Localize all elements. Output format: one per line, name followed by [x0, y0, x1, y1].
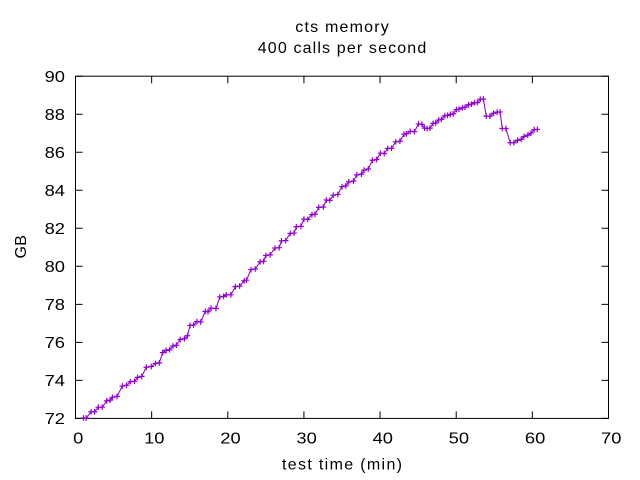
svg-text:0: 0	[73, 431, 83, 448]
svg-text:50: 50	[449, 431, 470, 448]
svg-text:76: 76	[45, 335, 66, 352]
svg-text:84: 84	[45, 183, 66, 200]
svg-text:80: 80	[45, 259, 66, 276]
svg-text:40: 40	[373, 431, 394, 448]
svg-text:GB: GB	[13, 235, 30, 258]
svg-text:90: 90	[45, 69, 66, 86]
svg-text:60: 60	[525, 431, 546, 448]
svg-text:82: 82	[45, 221, 66, 238]
svg-text:72: 72	[45, 411, 66, 428]
svg-text:74: 74	[45, 373, 66, 390]
svg-text:70: 70	[601, 431, 622, 448]
svg-text:88: 88	[45, 107, 66, 124]
svg-text:20: 20	[220, 431, 241, 448]
svg-text:test time (min): test time (min)	[282, 456, 402, 473]
svg-text:400 calls per second: 400 calls per second	[258, 40, 427, 57]
svg-text:30: 30	[296, 431, 317, 448]
svg-text:10: 10	[144, 431, 165, 448]
svg-text:78: 78	[45, 297, 66, 314]
svg-text:86: 86	[45, 145, 66, 162]
svg-text:cts memory: cts memory	[295, 19, 389, 36]
